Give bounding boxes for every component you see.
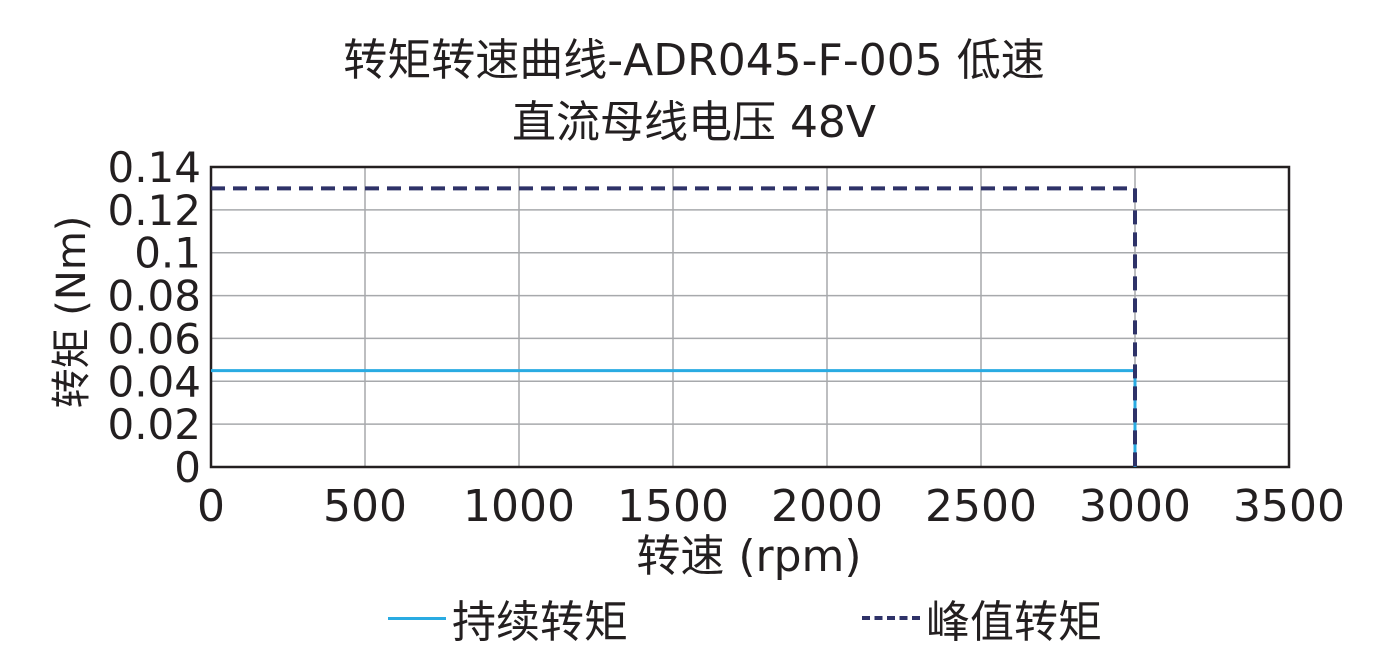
y-tick-label: 0.04 [107,357,201,406]
legend-swatch-dashed [862,616,920,620]
x-axis-label: 转速 (rpm) [636,531,862,582]
y-tick-label: 0.02 [107,400,201,449]
x-tick-label: 1500 [617,481,729,532]
legend-label-continuous: 持续转矩 [452,597,628,648]
plot-frame [209,165,1291,469]
y-tick-label: 0.08 [107,272,201,321]
chart-title: 转矩转速曲线-ADR045-F-005 低速 [343,35,1045,86]
x-tick-label: 0 [197,481,225,532]
x-tick-label: 2500 [925,481,1037,532]
y-tick-label: 0.14 [107,143,201,192]
chart-subtitle: 直流母线电压 48V [511,97,877,148]
x-tick-label: 3500 [1233,481,1345,532]
y-tick-label: 0 [174,443,201,492]
y-tick-label: 0.06 [107,314,201,363]
x-tick-label: 2000 [771,481,883,532]
y-axis-label: 转矩 (Nm) [49,215,95,409]
y-tick-label: 0.1 [134,229,201,278]
legend-swatch-solid [388,616,446,620]
legend-item-continuous: 持续转矩 [388,590,628,648]
y-tick-label: 0.12 [107,186,201,235]
series-line-peak [211,186,1137,467]
x-tick-label: 500 [323,481,407,532]
x-tick-label: 3000 [1079,481,1191,532]
legend-label-peak: 峰值转矩 [926,597,1102,648]
legend-item-peak: 峰值转矩 [862,590,1102,648]
x-tick-label: 1000 [463,481,575,532]
